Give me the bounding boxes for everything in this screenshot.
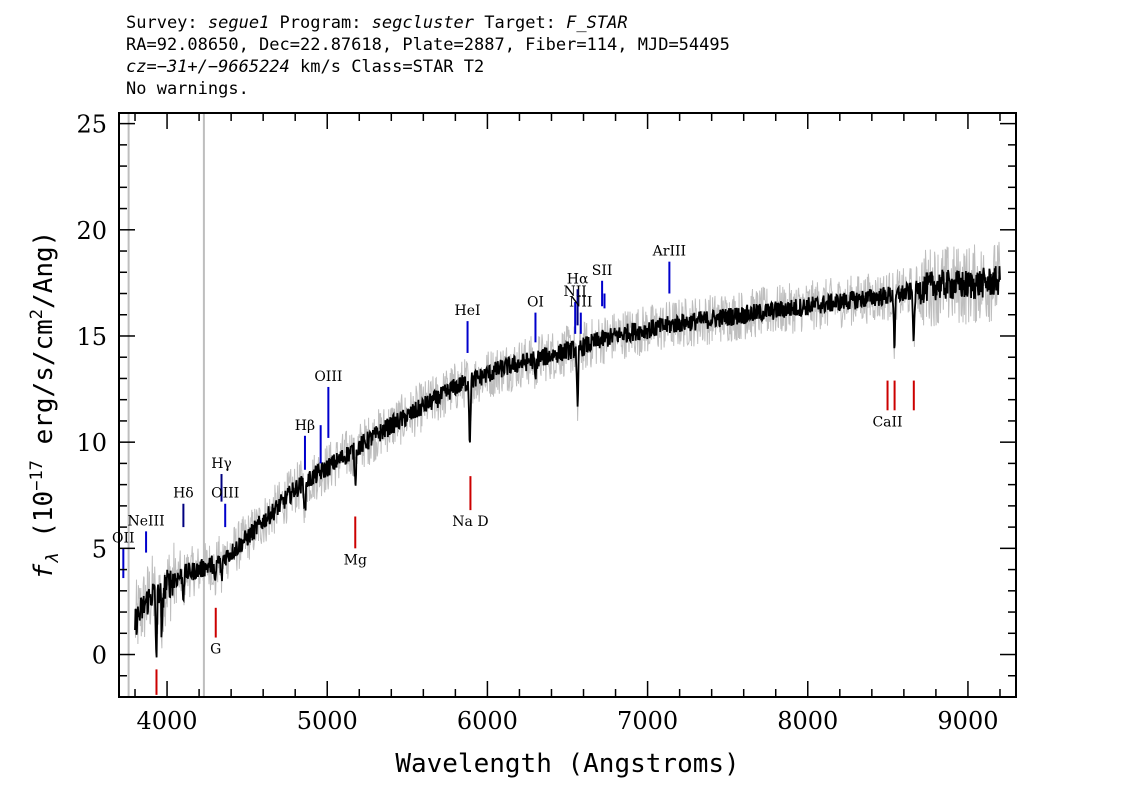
absorption-line-label-1: G xyxy=(210,642,221,658)
emission-line-label-13: SII xyxy=(592,263,613,279)
header-line-3: cz=−31+/−9665224 km/s Class=STAR T2 xyxy=(126,56,730,78)
spectrum-header: Survey: segue1 Program: segcluster Targe… xyxy=(126,12,730,100)
y-axis-title-unit-end: /Ang) xyxy=(29,231,59,309)
absorption-line-label-4: CaII xyxy=(872,414,902,430)
cz-value: −31+/−9665224 xyxy=(156,57,290,77)
x-tick-label: 6000 xyxy=(457,707,518,735)
x-tick-label: 5000 xyxy=(297,707,358,735)
y-tick-label: 5 xyxy=(92,535,107,563)
flux-series-1 xyxy=(134,266,1001,658)
x-axis-title: Wavelength (Angstroms) xyxy=(395,749,739,779)
target-label: Target: xyxy=(474,13,567,33)
x-tick-label: 9000 xyxy=(937,707,998,735)
y-axis-title: fλ (10−17 erg/s/cm2/Ang) xyxy=(27,231,63,580)
emission-line-label-0: OII xyxy=(112,530,135,546)
y-tick-label: 0 xyxy=(92,642,107,670)
y-axis-title-f: f xyxy=(29,563,59,579)
emission-line-label-7: OIII xyxy=(314,369,342,385)
y-axis-title-exponent-2: 2 xyxy=(27,309,47,319)
survey-value: segue1 xyxy=(207,13,270,33)
y-axis-title-unit-start: (10 xyxy=(29,491,59,554)
y-tick-label: 25 xyxy=(76,111,107,139)
header-line-2: RA=92.08650, Dec=22.87618, Plate=2887, F… xyxy=(126,35,730,55)
x-tick-label: 4000 xyxy=(137,707,198,735)
emission-line-label-5: Hβ xyxy=(295,418,315,434)
header-line-1: Survey: segue1 Program: segcluster Targe… xyxy=(126,12,730,34)
absorption-line-label-2: Mg xyxy=(344,552,367,568)
class-text: km/s Class=STAR T2 xyxy=(289,57,485,77)
y-axis-title-lambda: λ xyxy=(43,553,63,563)
flux-series xyxy=(134,241,1001,658)
emission-line-label-10: NII xyxy=(564,284,587,300)
y-tick-label: 20 xyxy=(76,217,107,245)
y-tick-label: 10 xyxy=(76,429,107,457)
emission-line-label-3: Hγ xyxy=(211,456,232,472)
header-line-4: No warnings. xyxy=(126,79,249,99)
survey-label: Survey: xyxy=(126,13,208,33)
emission-line-label-11: Hα xyxy=(567,271,589,287)
emission-line-label-2: Hδ xyxy=(173,486,194,502)
flux-series-0 xyxy=(134,241,1001,652)
spectral-line-markers: OIINeIIIHδHγOIIIHβOIIIHeIOINIIHαNIISIIAr… xyxy=(112,244,915,695)
vertical-markers xyxy=(127,113,205,697)
y-axis-title-unit-mid: erg/s/cm xyxy=(29,319,59,460)
x-tick-label: 8000 xyxy=(777,707,838,735)
emission-line-label-4: OIII xyxy=(211,486,239,502)
emission-line-label-9: OI xyxy=(527,295,544,311)
plot-frame xyxy=(118,112,1017,698)
cz-label: cz= xyxy=(126,57,157,77)
emission-line-label-1: NeIII xyxy=(127,513,164,529)
target-value: F_STAR xyxy=(566,13,628,33)
y-tick-label: 15 xyxy=(76,323,107,351)
emission-line-label-15: ArIII xyxy=(652,244,686,260)
emission-line-label-12: NII xyxy=(569,295,592,311)
absorption-line-label-3: Na D xyxy=(452,514,488,530)
emission-line-label-8: HeI xyxy=(455,303,481,319)
axis-ticks: 4000 5000 6000 7000 8000 9000 0 5 10 15 20 25 xyxy=(76,111,1016,735)
y-axis-title-exponent: −17 xyxy=(27,460,47,491)
program-value: segcluster xyxy=(371,13,475,33)
program-label: Program: xyxy=(269,13,372,33)
x-tick-label: 7000 xyxy=(617,707,678,735)
